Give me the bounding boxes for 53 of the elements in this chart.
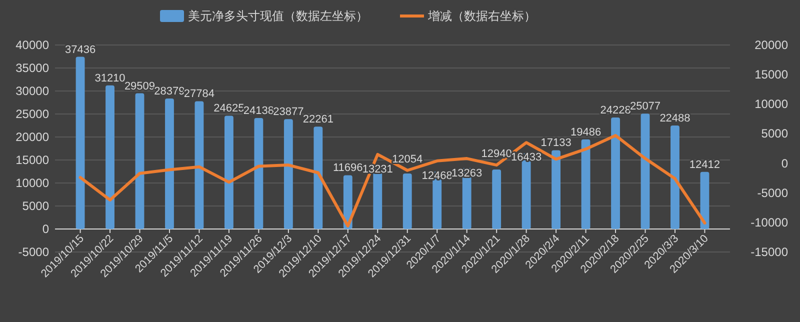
- y-tick-label: 30000: [16, 84, 50, 98]
- data-label: 25077: [630, 100, 661, 113]
- bar: [670, 126, 680, 229]
- bar: [135, 93, 144, 229]
- data-label: 31210: [94, 72, 126, 84]
- y-tick-label: 0: [42, 222, 50, 236]
- data-label: 37436: [64, 44, 96, 56]
- y2-tick-label: 20000: [754, 38, 788, 52]
- data-label: 12412: [689, 158, 720, 171]
- bar: [224, 116, 234, 229]
- data-label: 24138: [243, 104, 274, 117]
- bar: [106, 85, 114, 229]
- bar: [581, 139, 590, 229]
- data-label: 19486: [570, 126, 602, 138]
- data-label: 27784: [184, 88, 215, 100]
- y-tick-label: 10000: [16, 176, 50, 190]
- bar: [314, 126, 323, 229]
- y2-tick-label: 0: [781, 156, 788, 170]
- data-label: 24228: [600, 104, 631, 117]
- data-label: 17133: [540, 137, 572, 150]
- legend-label: 增减（数据右坐标）: [427, 9, 536, 23]
- y-tick-label: 40000: [16, 38, 50, 52]
- data-label: 22488: [660, 112, 690, 125]
- y2-tick-label: -10000: [750, 215, 788, 230]
- y2-tick-label: -15000: [750, 245, 788, 259]
- y-tick-label: 15000: [16, 153, 50, 167]
- data-label: 11696: [333, 162, 363, 174]
- data-label: 23877: [273, 106, 304, 118]
- data-label: 12054: [392, 153, 423, 166]
- data-label: 24625: [214, 102, 244, 115]
- y-tick-label: 25000: [16, 107, 50, 121]
- y2-tick-label: 5000: [761, 126, 788, 141]
- y-tick-label: 20000: [16, 130, 50, 144]
- bar: [194, 101, 204, 229]
- bar: [700, 172, 710, 229]
- y2-tick-label: 15000: [754, 68, 788, 82]
- bar: [611, 118, 620, 229]
- data-label: 28379: [154, 85, 185, 98]
- bar: [640, 114, 650, 229]
- bar: [254, 118, 264, 229]
- data-label: 22261: [302, 114, 334, 126]
- y2-tick-label: 10000: [754, 97, 788, 112]
- legend-label: 美元净多头寸现值（数据左坐标）: [188, 9, 368, 23]
- data-label: 29509: [124, 80, 156, 92]
- y-tick-label: 35000: [16, 61, 50, 75]
- y-tick-label: 5000: [22, 199, 50, 213]
- y2-tick-label: -5000: [757, 186, 788, 200]
- bar: [76, 56, 85, 229]
- bar: [552, 150, 561, 229]
- bar: [165, 98, 174, 229]
- bar: [402, 174, 412, 229]
- bar: [284, 119, 293, 229]
- bar: [492, 169, 502, 229]
